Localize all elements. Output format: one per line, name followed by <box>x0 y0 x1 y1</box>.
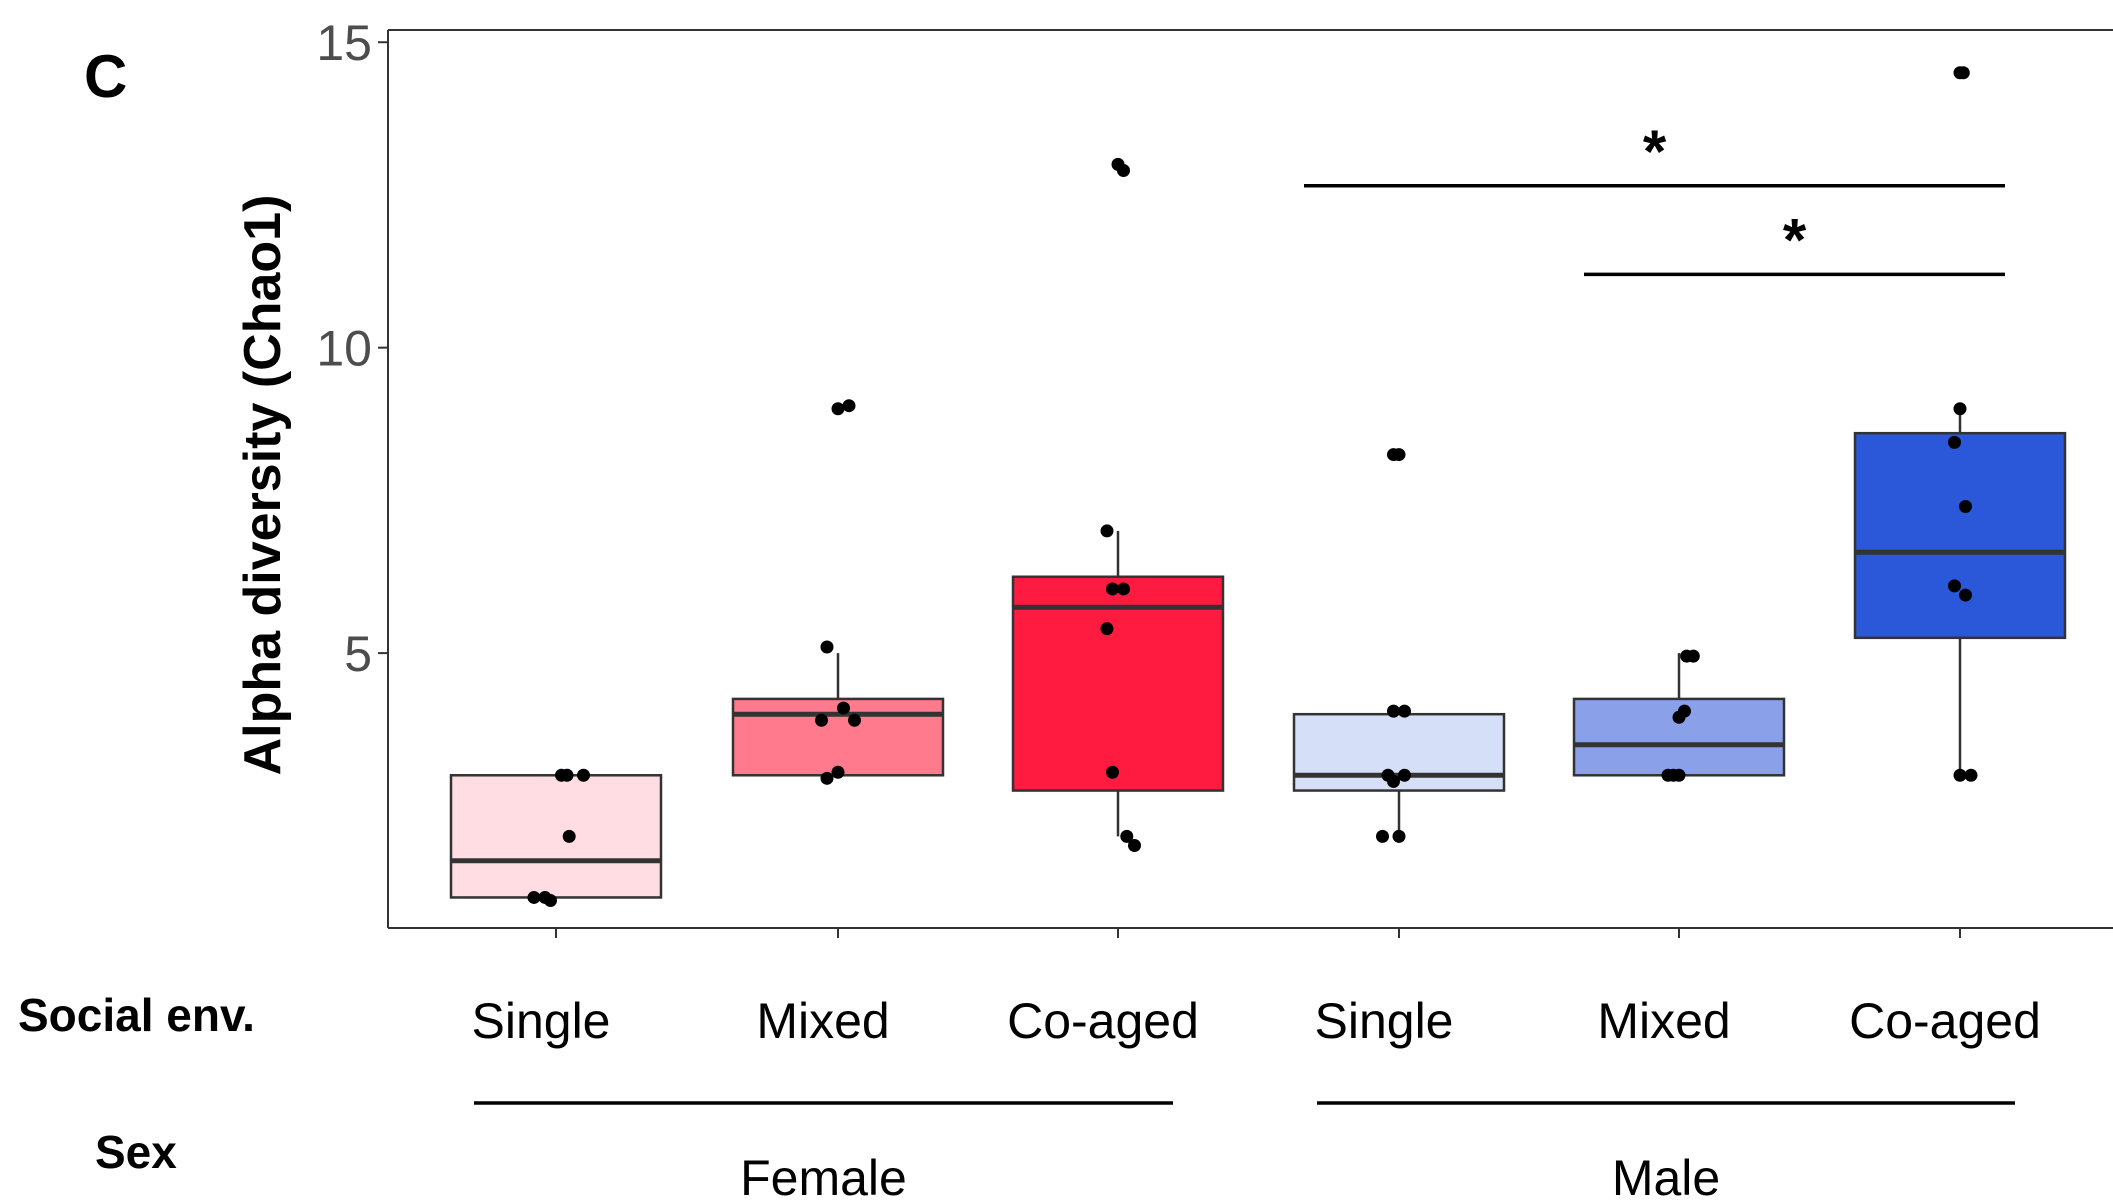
data-point <box>1953 402 1967 416</box>
data-point <box>1387 704 1400 718</box>
data-point <box>1392 448 1406 462</box>
data-point <box>1120 829 1134 843</box>
data-point <box>831 765 845 779</box>
y-tick-label: 15 <box>316 15 372 71</box>
boxes <box>449 408 2067 899</box>
data-point <box>842 399 856 413</box>
box <box>449 774 663 899</box>
data-point <box>1661 768 1675 782</box>
data-point <box>1376 829 1389 843</box>
significance-brackets: ** <box>1304 118 2005 277</box>
data-point <box>1678 704 1691 718</box>
box <box>1011 575 1225 792</box>
data-point <box>1387 774 1400 788</box>
y-tick-label: 10 <box>316 321 372 377</box>
data-point <box>1392 829 1406 843</box>
data-point <box>1106 765 1119 779</box>
data-point <box>1106 582 1119 596</box>
data-point <box>544 894 557 908</box>
data-point <box>1100 524 1114 538</box>
x-category-label: Co-aged <box>1007 993 1199 1049</box>
y-tick-label: 5 <box>344 626 372 682</box>
box <box>731 697 945 777</box>
x-category-label: Co-aged <box>1849 993 2041 1049</box>
data-point <box>1117 164 1130 178</box>
box <box>1292 712 1506 792</box>
data-point <box>1953 768 1967 782</box>
x-labels: Single Mixed Co-aged Single Mixed Co-aged Fema… <box>472 993 2041 1203</box>
data-point <box>1117 582 1130 596</box>
data-point <box>831 402 845 416</box>
data-point <box>1672 768 1686 782</box>
data-point <box>1686 649 1700 663</box>
data-point <box>820 640 834 654</box>
data-point <box>555 768 568 782</box>
data-point <box>1948 579 1961 593</box>
data-point <box>1398 768 1411 782</box>
x-category-label: Mixed <box>756 993 889 1049</box>
data-point <box>1964 768 1978 782</box>
x-category-label: Single <box>1315 993 1454 1049</box>
data-point <box>1956 66 1970 80</box>
panel-label: C <box>84 43 127 110</box>
box <box>1572 697 1786 777</box>
significance-star: * <box>1783 206 1807 273</box>
data-point <box>1959 499 1972 513</box>
sex-group-label: Male <box>1612 1150 1720 1203</box>
data-point <box>562 829 576 843</box>
box <box>1853 431 2067 640</box>
data-point <box>1398 704 1411 718</box>
data-point <box>1100 622 1114 636</box>
data-point <box>815 713 828 727</box>
significance-star: * <box>1643 118 1667 185</box>
data-point <box>837 701 850 715</box>
data-point <box>1959 588 1972 602</box>
social-env-label: Social env. <box>18 989 255 1041</box>
x-category-label: Mixed <box>1597 993 1730 1049</box>
x-category-label: Single <box>472 993 611 1049</box>
data-point <box>527 890 541 904</box>
sex-label: Sex <box>95 1126 177 1178</box>
data-point <box>1128 839 1141 853</box>
sex-group-label: Female <box>740 1150 907 1203</box>
data-point <box>1948 435 1961 449</box>
data-point <box>820 771 834 785</box>
points <box>527 66 1978 908</box>
axes: 5 10 15 <box>316 15 2113 938</box>
y-axis-label: Alpha diversity (Chao1) <box>234 195 292 776</box>
data-point <box>577 768 590 782</box>
data-point <box>848 713 861 727</box>
